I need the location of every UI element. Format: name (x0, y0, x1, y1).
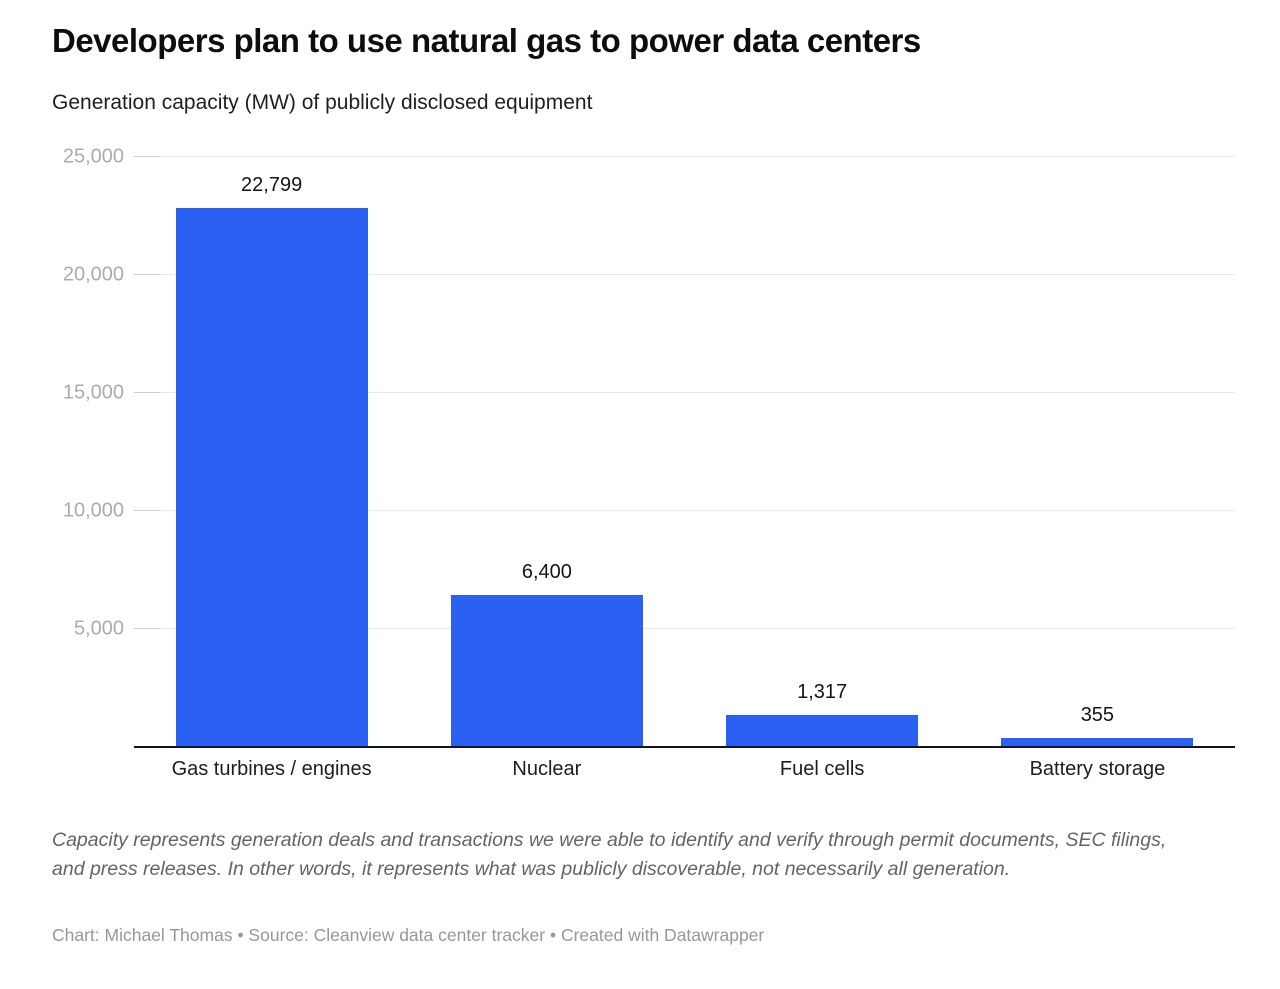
y-axis-tick-label: 20,000 (62, 263, 124, 286)
x-axis-category-label: Fuel cells (779, 758, 865, 780)
gridline (134, 274, 1235, 276)
bar-value-label: 355 (1080, 704, 1115, 727)
y-axis-tick (134, 156, 160, 157)
x-axis-category-label: Battery storage (1029, 758, 1166, 780)
gridline (134, 156, 1235, 157)
y-axis-tick-label: 15,000 (62, 381, 124, 404)
y-axis-tick (134, 628, 160, 630)
y-axis-tick-label: 25,000 (62, 145, 124, 167)
y-axis-tick (134, 510, 160, 512)
gridline (134, 628, 1235, 630)
plot-area: 5,000 10,000 15,000 20,000 25,000 22,799 Gas t… (62, 145, 1235, 780)
chart-footnote: Capacity represents generation deals and… (52, 829, 1167, 880)
bar-value-label: 22,799 (241, 173, 303, 196)
y-axis-tick-label: 5,000 (73, 617, 124, 640)
bar-value-label: 6,400 (521, 561, 572, 584)
chart-subtitle: Generation capacity (MW) of publicly dis… (52, 91, 593, 114)
gridline (134, 510, 1235, 512)
y-axis-tick (134, 274, 160, 276)
bar-value-label: 1,317 (797, 681, 848, 704)
bar-fuel-cells[interactable] (726, 715, 919, 747)
gridline (134, 392, 1235, 394)
x-axis-category-label: Nuclear (512, 758, 582, 780)
x-axis-category-label: Gas turbines / engines (171, 758, 372, 780)
bar-battery-storage[interactable] (1001, 738, 1194, 747)
y-axis-tick-label: 10,000 (62, 499, 124, 522)
bar-gas-turbines-engines[interactable] (175, 207, 368, 747)
x-axis-line (134, 745, 1235, 748)
y-axis-tick (134, 392, 160, 394)
bar-nuclear[interactable] (450, 595, 643, 747)
chart-title: Developers plan to use natural gas to po… (52, 22, 921, 59)
chart-credit-line: Chart: Michael Thomas • Source: Cleanvie… (52, 925, 765, 945)
